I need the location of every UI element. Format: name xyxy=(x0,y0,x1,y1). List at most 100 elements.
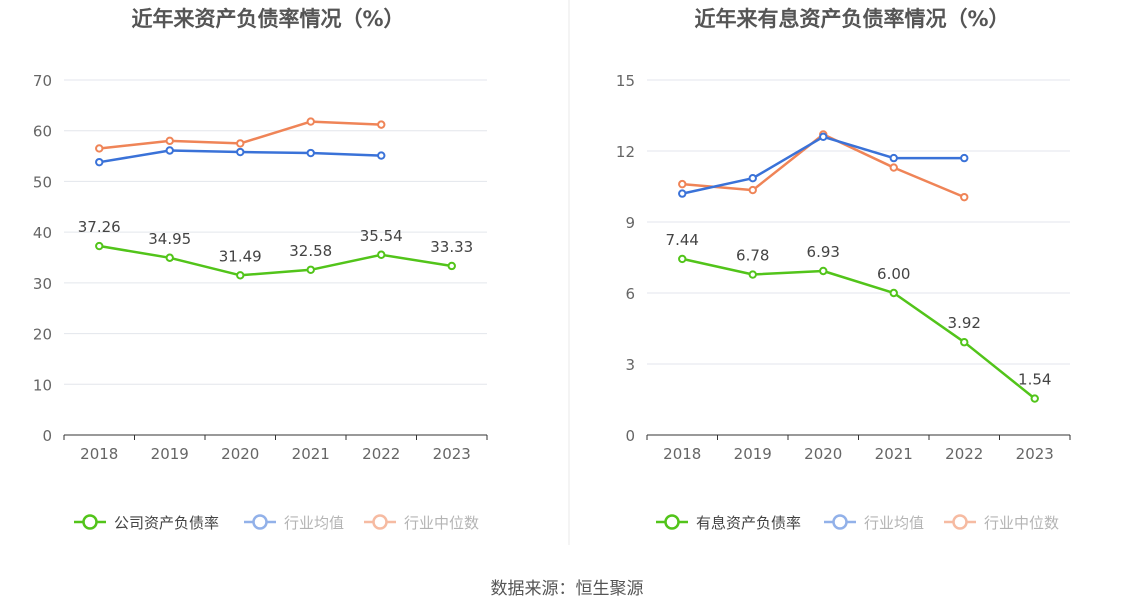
legend-label: 公司资产负债率 xyxy=(114,514,219,532)
legend-item[interactable]: 行业均值 xyxy=(244,514,344,532)
x-tick-label: 2019 xyxy=(734,445,772,463)
data-point xyxy=(748,270,757,279)
y-tick-label: 15 xyxy=(616,72,635,90)
series-industry-avg xyxy=(95,146,386,167)
data-point xyxy=(748,174,757,183)
data-label: 7.44 xyxy=(666,231,699,249)
data-label: 3.92 xyxy=(948,314,981,332)
chart-panel-2: 近年来有息资产负债率情况（%） 0 3 6 9 12 15 2018 2019 2020 2021 2… xyxy=(616,7,1071,532)
data-label: 32.58 xyxy=(289,242,332,260)
data-point xyxy=(165,146,174,155)
data-point xyxy=(236,147,245,157)
data-label: 6.00 xyxy=(877,265,910,283)
y-tick-label: 0 xyxy=(42,427,52,445)
data-point xyxy=(748,185,757,195)
legend-item[interactable]: 有息资产负债率 xyxy=(656,514,801,532)
legend-label: 行业中位数 xyxy=(984,514,1059,532)
y-tick-label: 10 xyxy=(33,376,52,394)
data-point xyxy=(377,151,386,160)
legend-marker[interactable] xyxy=(252,514,268,530)
y-tick-label: 50 xyxy=(33,173,52,191)
data-point xyxy=(95,144,104,153)
legend-marker[interactable] xyxy=(82,514,98,530)
series-company: 7.44 6.78 6.93 6.00 3.92 1.54 xyxy=(666,231,1051,403)
legend-marker[interactable] xyxy=(832,514,848,530)
data-point xyxy=(306,117,315,126)
data-point xyxy=(678,179,687,189)
y-tick-label: 6 xyxy=(625,285,635,303)
data-point xyxy=(95,157,104,167)
data-point xyxy=(165,253,174,262)
x-tick-label: 2022 xyxy=(945,445,983,463)
legend-marker[interactable] xyxy=(664,514,680,530)
data-label: 6.78 xyxy=(736,247,769,265)
data-label: 37.26 xyxy=(78,218,121,236)
data-point xyxy=(306,148,315,158)
data-point xyxy=(447,261,456,271)
y-tick-label: 30 xyxy=(33,275,52,293)
legend-marker[interactable] xyxy=(372,514,388,530)
data-point xyxy=(889,288,898,298)
y-tick-label: 12 xyxy=(616,143,635,161)
data-point xyxy=(819,266,828,276)
legend-item[interactable]: 行业均值 xyxy=(824,514,924,532)
x-tick-label: 2018 xyxy=(663,445,701,463)
x-tick-label: 2020 xyxy=(221,445,259,463)
x-tick-label: 2018 xyxy=(80,445,118,463)
data-point xyxy=(236,139,245,148)
series-industry-avg xyxy=(678,132,969,198)
legend-label: 行业均值 xyxy=(864,514,924,532)
chart-panel-1: 近年来资产负债率情况（%） 0 10 20 30 40 50 60 70 2018 2019 2020… xyxy=(33,7,488,532)
series-line xyxy=(682,133,965,199)
series-line xyxy=(99,244,452,277)
data-label: 33.33 xyxy=(430,238,473,256)
y-tick-label: 70 xyxy=(33,72,52,90)
data-point xyxy=(678,254,687,264)
data-point xyxy=(889,153,898,163)
data-label: 1.54 xyxy=(1018,371,1051,389)
data-label: 6.93 xyxy=(807,243,840,261)
legend-marker[interactable] xyxy=(952,514,968,530)
series-line xyxy=(682,257,1036,400)
data-point xyxy=(960,192,969,202)
legend-item[interactable]: 行业中位数 xyxy=(944,514,1059,532)
data-point xyxy=(165,136,174,146)
chart-title: 近年来资产负债率情况（%） xyxy=(131,7,404,31)
legend-label: 行业中位数 xyxy=(404,514,479,532)
data-point xyxy=(236,271,245,280)
y-tick-label: 3 xyxy=(625,356,635,374)
y-tick-label: 9 xyxy=(625,214,635,232)
data-point xyxy=(377,120,386,129)
x-tick-label: 2021 xyxy=(292,445,330,463)
data-point xyxy=(819,132,828,142)
data-point xyxy=(960,153,969,163)
data-point xyxy=(95,241,104,251)
data-label: 35.54 xyxy=(360,227,403,245)
legend-item[interactable]: 公司资产负债率 xyxy=(74,514,219,532)
data-point xyxy=(960,338,969,347)
x-tick-label: 2023 xyxy=(1016,445,1054,463)
y-tick-label: 0 xyxy=(625,427,635,445)
data-point xyxy=(889,163,898,172)
x-tick-label: 2023 xyxy=(433,445,471,463)
legend-label: 行业均值 xyxy=(284,514,344,532)
series-industry-median xyxy=(678,130,969,202)
data-point xyxy=(377,250,386,259)
data-label: 31.49 xyxy=(219,247,262,265)
series-line xyxy=(682,135,965,195)
data-point xyxy=(678,189,687,198)
legend-label: 有息资产负债率 xyxy=(696,514,801,532)
y-tick-label: 60 xyxy=(33,123,52,141)
y-tick-label: 20 xyxy=(33,326,52,344)
legend-item[interactable]: 行业中位数 xyxy=(364,514,479,532)
series-company: 37.26 34.95 31.49 32.58 35.54 33.33 xyxy=(78,218,473,280)
series-industry-median xyxy=(95,117,386,153)
data-point xyxy=(1030,394,1039,403)
chart-title: 近年来有息资产负债率情况（%） xyxy=(694,7,1009,31)
y-tick-label: 40 xyxy=(33,224,52,242)
data-point xyxy=(306,265,315,274)
x-tick-label: 2022 xyxy=(362,445,400,463)
x-tick-label: 2020 xyxy=(804,445,842,463)
x-tick-label: 2019 xyxy=(151,445,189,463)
